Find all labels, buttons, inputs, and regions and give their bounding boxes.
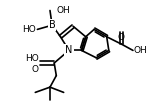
Text: N: N <box>65 45 73 55</box>
Text: B: B <box>49 20 55 30</box>
Text: O: O <box>31 65 38 74</box>
Text: HO: HO <box>23 25 36 34</box>
Text: HO: HO <box>25 54 38 63</box>
Text: OH: OH <box>134 46 148 55</box>
Text: OH: OH <box>56 6 70 15</box>
Text: O: O <box>118 33 125 42</box>
